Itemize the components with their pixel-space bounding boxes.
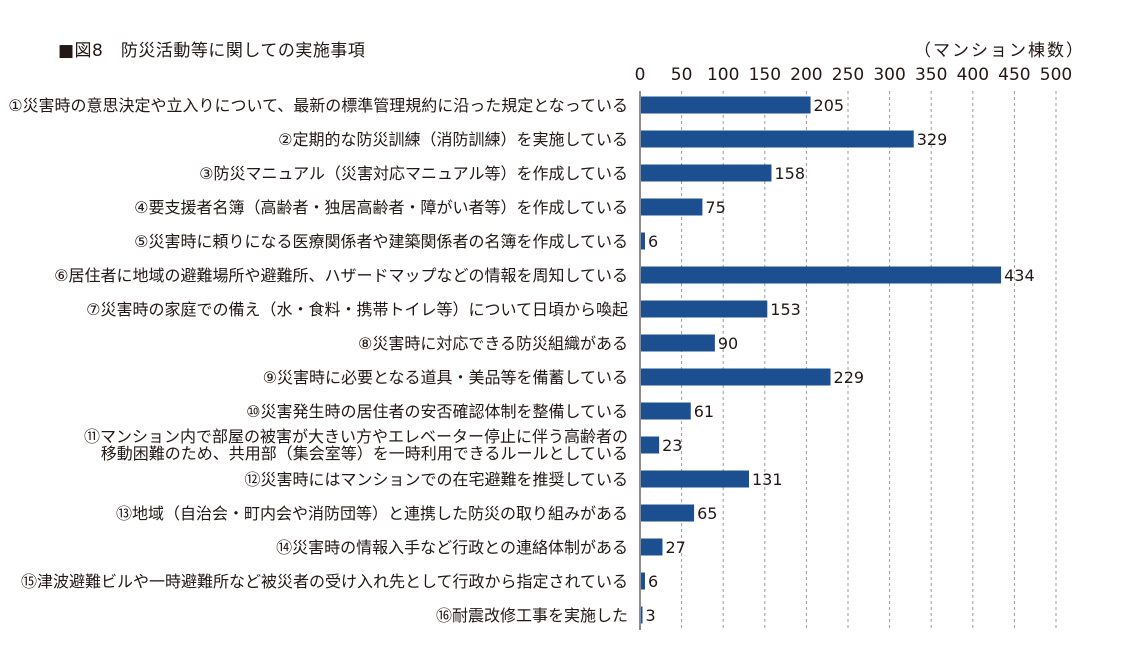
x-tick-label: 350 xyxy=(915,65,947,85)
value-label: 6 xyxy=(648,232,658,251)
value-label: 229 xyxy=(834,368,865,387)
x-tick-label: 500 xyxy=(1040,65,1072,85)
value-label: 61 xyxy=(694,402,714,421)
bar xyxy=(641,198,703,216)
value-label: 205 xyxy=(814,96,845,115)
bar xyxy=(641,504,695,522)
value-label: 158 xyxy=(774,164,805,183)
value-label: 65 xyxy=(697,504,717,523)
value-label: 90 xyxy=(718,334,738,353)
category-label: ⑪マンション内で部屋の被害が大きい方やエレベーター停止に伴う高齢者の移動困難のた… xyxy=(84,427,628,463)
bar xyxy=(641,130,914,148)
x-tick-label: 250 xyxy=(832,65,864,85)
category-label: ⑧災害時に対応できる防災組織がある xyxy=(358,334,628,353)
x-tick-label: 0 xyxy=(635,65,646,85)
value-label: 434 xyxy=(1004,266,1035,285)
bar xyxy=(641,538,663,556)
x-tick-label: 450 xyxy=(998,65,1030,85)
bar xyxy=(641,96,811,114)
category-label: ⑦災害時の家庭での備え（水・食料・携帯トイレ等）について日頃から喚起 xyxy=(86,300,628,319)
bar xyxy=(641,606,643,624)
x-tick-label: 150 xyxy=(749,65,781,85)
category-label: ④要支援者名簿（高齢者・独居高齢者・障がい者等）を作成している xyxy=(134,198,628,217)
bar xyxy=(641,164,772,182)
category-label: ⑤災害時に頼りになる医療関係者や建築関係者の名簿を作成している xyxy=(134,232,628,251)
bar xyxy=(641,266,1002,284)
bar xyxy=(641,402,691,420)
value-label: 153 xyxy=(770,300,801,319)
category-label: ⑩災害発生時の居住者の安否確認体制を整備している xyxy=(246,402,628,421)
category-label: ③防災マニュアル（災害対応マニュアル等）を作成している xyxy=(199,164,628,183)
category-label: ⑫災害時にはマンションでの在宅避難を推奨している xyxy=(244,470,628,489)
value-label: 329 xyxy=(917,130,948,149)
bar xyxy=(641,300,768,318)
x-tick-label: 400 xyxy=(957,65,989,85)
category-label: ⑬地域（自治会・町内会や消防団等）と連携した防災の取り組みがある xyxy=(116,504,628,523)
category-label: ⑯耐震改修工事を実施した xyxy=(436,606,628,625)
value-label: 27 xyxy=(665,538,685,557)
value-label: 3 xyxy=(645,606,655,625)
category-label: ⑥居住者に地域の避難場所や避難所、ハザードマップなどの情報を周知している xyxy=(54,266,628,285)
x-tick-label: 200 xyxy=(790,65,822,85)
category-label: ⑭災害時の情報入手など行政との連絡体制がある xyxy=(276,538,628,557)
value-label: 23 xyxy=(662,436,682,455)
bar xyxy=(641,470,749,488)
x-tick-label: 50 xyxy=(671,65,693,85)
chart-title: ■図8 防災活動等に関しての実施事項 xyxy=(58,41,366,61)
value-label: 131 xyxy=(752,470,783,489)
bar xyxy=(641,334,715,352)
x-tick-label: 100 xyxy=(707,65,739,85)
value-label: 6 xyxy=(648,572,658,591)
category-label: ⑨災害時に必要となる道具・美品等を備蓄している xyxy=(263,368,628,387)
x-tick-label: 300 xyxy=(873,65,905,85)
bar xyxy=(641,436,660,454)
bar xyxy=(641,368,831,386)
unit-label: （マンション棟数） xyxy=(914,41,1085,61)
bar xyxy=(641,572,645,590)
category-label: ②定期的な防災訓練（消防訓練）を実施している xyxy=(278,130,628,149)
bar xyxy=(641,232,645,250)
value-label: 75 xyxy=(705,198,725,217)
category-label: ⑮津波避難ビルや一時避難所など被災者の受け入れ先として行政から指定されている xyxy=(21,572,628,591)
category-label: ①災害時の意思決定や立入りについて、最新の標準管理規約に沿った規定となっている xyxy=(8,96,628,115)
